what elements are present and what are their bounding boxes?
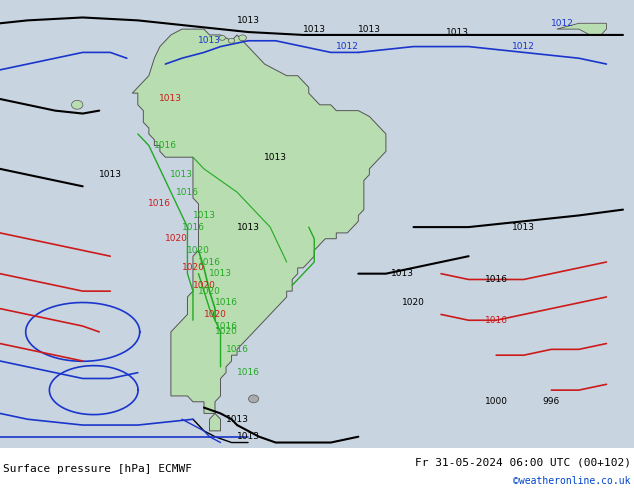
Text: 1016: 1016 — [148, 199, 171, 208]
Text: ©weatheronline.co.uk: ©weatheronline.co.uk — [514, 476, 631, 486]
Text: 1013: 1013 — [198, 36, 221, 45]
Polygon shape — [557, 24, 607, 35]
Text: 1016: 1016 — [484, 275, 508, 284]
Text: 1016: 1016 — [484, 316, 508, 325]
FancyBboxPatch shape — [0, 448, 634, 490]
Text: 1016: 1016 — [176, 188, 199, 196]
Text: 1013: 1013 — [171, 170, 193, 179]
Text: 1013: 1013 — [226, 415, 249, 424]
Text: 1016: 1016 — [226, 345, 249, 354]
Circle shape — [72, 100, 83, 109]
Text: 1020: 1020 — [198, 287, 221, 295]
Text: 1013: 1013 — [303, 24, 326, 34]
Text: 1000: 1000 — [484, 397, 508, 406]
Text: 1012: 1012 — [336, 42, 359, 51]
Text: 1013: 1013 — [159, 95, 183, 103]
Circle shape — [239, 35, 247, 41]
Text: 1020: 1020 — [204, 310, 226, 319]
Text: 1016: 1016 — [236, 368, 259, 377]
Circle shape — [219, 35, 225, 40]
Text: 1013: 1013 — [446, 27, 469, 37]
Text: 1013: 1013 — [264, 153, 287, 162]
Text: 1013: 1013 — [236, 222, 259, 232]
Text: 1020: 1020 — [214, 327, 238, 337]
Text: 1013: 1013 — [193, 211, 216, 220]
Text: 1013: 1013 — [512, 222, 535, 232]
Text: 1013: 1013 — [391, 269, 414, 278]
Text: 1013: 1013 — [99, 170, 122, 179]
Text: Fr 31-05-2024 06:00 UTC (00+102): Fr 31-05-2024 06:00 UTC (00+102) — [415, 458, 631, 468]
Circle shape — [228, 38, 235, 43]
Circle shape — [249, 395, 259, 403]
Text: 1016: 1016 — [214, 321, 238, 331]
Text: 1020: 1020 — [181, 263, 204, 272]
Polygon shape — [133, 29, 386, 431]
Text: 1016: 1016 — [154, 141, 177, 150]
Text: 1016: 1016 — [181, 222, 204, 232]
Text: 1012: 1012 — [551, 19, 574, 28]
Text: Surface pressure [hPa] ECMWF: Surface pressure [hPa] ECMWF — [3, 464, 192, 474]
Text: 1013: 1013 — [209, 269, 232, 278]
Text: 1013: 1013 — [236, 16, 259, 25]
Text: 1020: 1020 — [193, 281, 216, 290]
Text: 1016: 1016 — [198, 258, 221, 267]
Text: 1020: 1020 — [402, 298, 425, 307]
Text: 1012: 1012 — [512, 42, 535, 51]
Text: 1013: 1013 — [236, 432, 259, 441]
Text: 1013: 1013 — [358, 24, 381, 34]
Text: 1020: 1020 — [187, 246, 210, 255]
Text: 1020: 1020 — [165, 234, 188, 243]
Text: 996: 996 — [543, 397, 560, 406]
Text: 1016: 1016 — [214, 298, 238, 307]
